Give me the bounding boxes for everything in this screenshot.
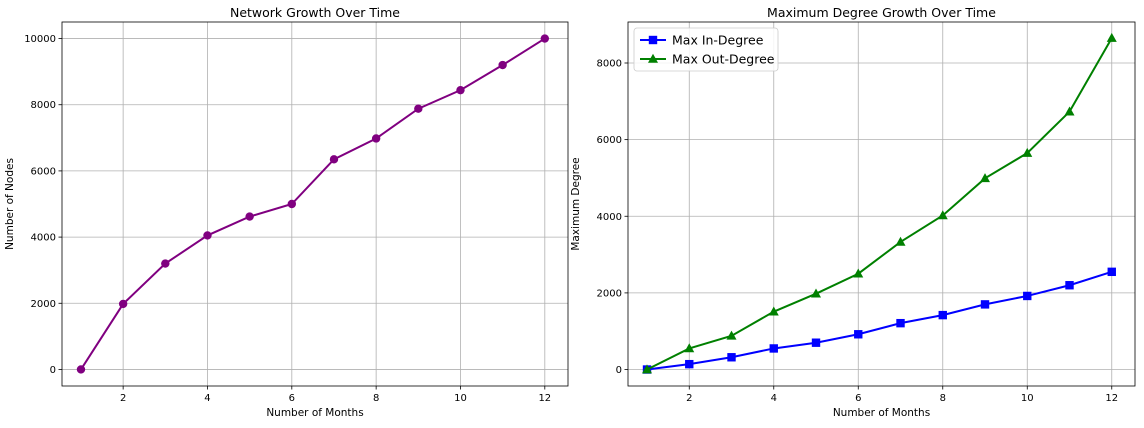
x-tick-label: 4 (771, 393, 777, 404)
data-point (854, 330, 863, 339)
data-point (937, 210, 948, 220)
data-point (980, 173, 991, 183)
legend: Max In-Degree Max Out-Degree (633, 27, 779, 72)
data-point (727, 353, 736, 362)
x-tick-label: 6 (855, 393, 861, 404)
data-point (768, 306, 779, 316)
legend-label: Max Out-Degree (672, 52, 775, 67)
data-point (414, 104, 423, 113)
data-point (1106, 32, 1117, 42)
data-point (498, 60, 507, 70)
chart-panel-2: 2 4 6 8 10 12 0 2000 4000 6000 8000 Maximum Degree … (570, 5, 1136, 419)
legend-label: Max In-Degree (672, 33, 764, 48)
x-tick-label: 8 (373, 393, 379, 404)
data-point (1022, 147, 1033, 157)
data-point (685, 359, 694, 369)
plot-area-frame (61, 21, 569, 387)
data-point (1065, 281, 1074, 290)
x-axis-label: Number of Months (266, 407, 363, 419)
data-point (684, 343, 695, 353)
data-point (769, 344, 778, 353)
data-point (329, 155, 339, 164)
data-point (456, 85, 465, 95)
data-point (896, 318, 905, 328)
y-tick-label: 2000 (31, 299, 56, 310)
y-tick-label: 0 (50, 365, 56, 376)
data-point (938, 310, 947, 320)
data-point (853, 268, 864, 278)
series-line-1 (646, 270, 1113, 371)
data-point (1107, 267, 1116, 277)
data-point (161, 259, 170, 268)
y-axis-label: Maximum Degree (570, 157, 582, 250)
data-point (76, 365, 86, 374)
y-tick-label: 6000 (597, 135, 622, 146)
data-point (245, 212, 254, 221)
chart-panel-1: 2 4 6 8 10 12 0 2000 4000 6000 8000 10000 Network Gr… (4, 5, 569, 419)
y-tick-label: 2000 (597, 288, 622, 299)
data-point (895, 236, 906, 246)
x-tick-label: 4 (204, 393, 210, 404)
y-tick-label: 0 (616, 365, 622, 376)
data-point (203, 231, 212, 240)
data-point (1023, 291, 1032, 301)
x-axis-label: Number of Months (833, 407, 930, 419)
data-point (371, 134, 381, 143)
plot-area-frame (627, 21, 1136, 387)
data-point (118, 299, 128, 309)
legend-marker (648, 53, 658, 63)
y-tick-label: 4000 (597, 212, 622, 223)
x-tick-label: 10 (1021, 393, 1034, 404)
chart-title: Network Growth Over Time (230, 5, 400, 20)
x-tick-label: 8 (940, 393, 946, 404)
y-tick-label: 10000 (24, 34, 56, 45)
y-axis-label: Number of Nodes (4, 158, 16, 250)
y-tick-label: 8000 (597, 58, 622, 69)
x-tick-label: 12 (538, 393, 551, 404)
data-point (726, 330, 737, 340)
chart-title: Maximum Degree Growth Over Time (767, 5, 996, 20)
x-tick-label: 10 (454, 393, 467, 404)
data-point (1064, 106, 1075, 116)
x-tick-label: 6 (289, 393, 295, 404)
data-point (287, 199, 297, 209)
y-tick-label: 6000 (31, 166, 56, 177)
series-line-2 (646, 37, 1113, 371)
y-tick-label: 8000 (31, 100, 56, 111)
data-point (980, 300, 990, 309)
legend-box (633, 27, 779, 72)
data-point (811, 288, 822, 298)
data-point (811, 338, 821, 347)
x-tick-label: 2 (686, 393, 692, 404)
x-tick-label: 2 (120, 393, 126, 404)
legend-marker (648, 35, 658, 45)
x-tick-label: 12 (1105, 393, 1118, 404)
data-point (540, 34, 550, 43)
y-tick-label: 4000 (31, 233, 56, 244)
series-line-1 (80, 37, 546, 370)
data-point (642, 364, 653, 374)
